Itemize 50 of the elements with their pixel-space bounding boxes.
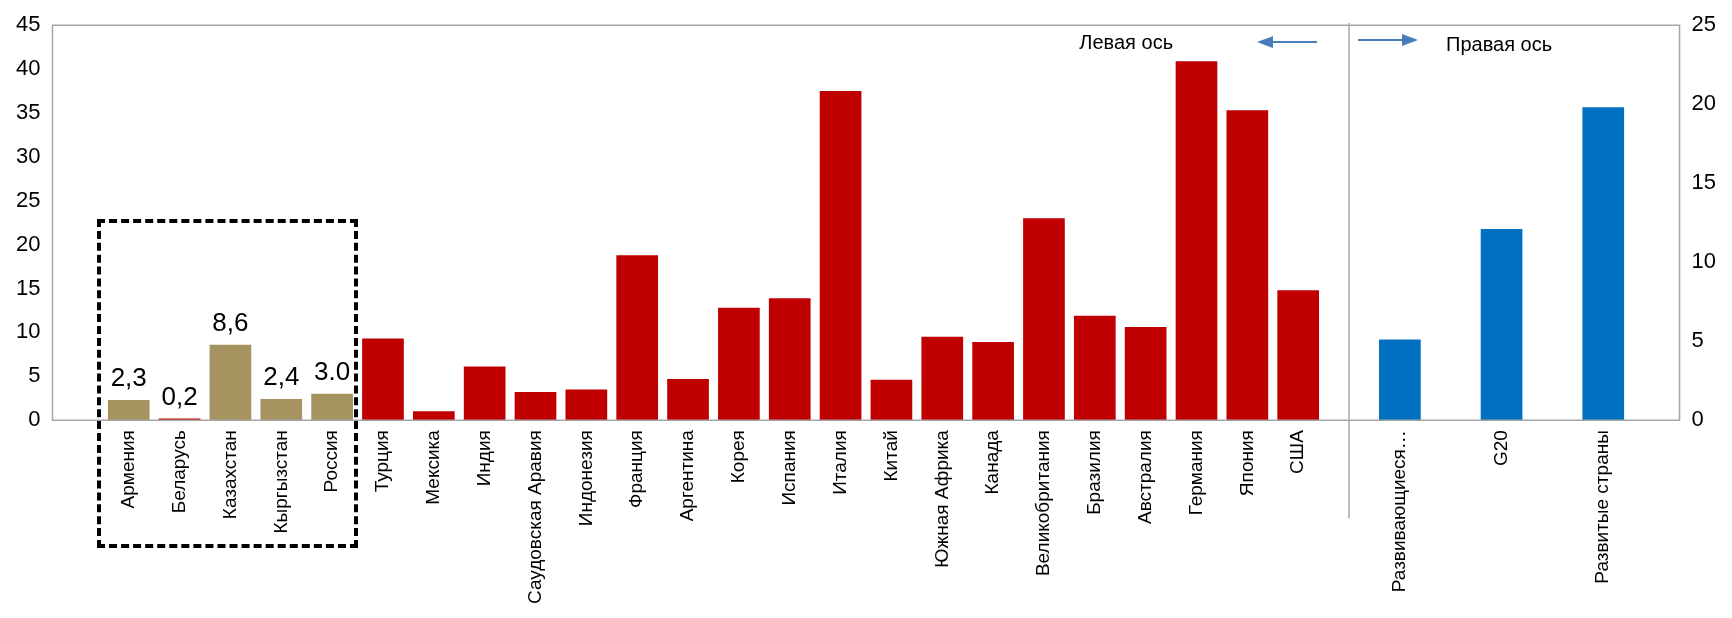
annotation: Левая ось	[1079, 31, 1174, 55]
x-tick-label: Саудовская Аравия	[523, 430, 545, 604]
x-tick-label: Япония	[1235, 430, 1257, 497]
data-label: 2,3	[110, 362, 147, 393]
y-tick-label: 40	[15, 55, 41, 81]
x-tick-label: Бразилия	[1083, 430, 1105, 515]
y2-tick-label: 25	[1691, 11, 1717, 37]
y2-tick-label: 20	[1691, 90, 1717, 116]
x-tick-label: Россия	[320, 430, 342, 493]
x-tick-label: G20	[1489, 430, 1511, 467]
x-tick-label: Беларусь	[167, 430, 189, 514]
x-tick-label: Турция	[371, 430, 393, 493]
x-tick-label: Индонезия	[574, 430, 596, 527]
y2-tick-label: 10	[1691, 248, 1717, 274]
x-tick-label: Австралия	[1133, 430, 1155, 525]
data-label: 8,6	[212, 306, 249, 337]
y2-tick-label: 15	[1691, 169, 1717, 195]
x-tick-label: Казахстан	[218, 430, 240, 520]
y-tick-label: 15	[15, 274, 41, 300]
x-tick-label: Франция	[625, 430, 647, 508]
x-tick-label: Армения	[116, 430, 138, 509]
data-label: 0,2	[161, 380, 198, 411]
data-label: 3.0	[314, 355, 351, 386]
y-tick-label: 5	[28, 362, 41, 388]
y-tick-label: 0	[28, 406, 41, 432]
x-tick-label: Индия	[472, 430, 494, 487]
x-tick-label: Корея	[727, 430, 749, 484]
x-tick-label: Аргентина	[676, 429, 698, 522]
x-tick-label: США	[1286, 429, 1308, 474]
annotation: Правая ось	[1446, 33, 1553, 57]
x-tick-label: Кыргызстан	[269, 430, 291, 534]
x-tick-label: Развитые страны	[1591, 430, 1613, 584]
x-tick-label: Германия	[1184, 430, 1206, 516]
x-tick-label: Испания	[777, 430, 799, 506]
y2-tick-label: 0	[1691, 406, 1704, 432]
x-tick-label: Великобритания	[1032, 430, 1054, 577]
y-tick-label: 10	[15, 318, 41, 344]
y-tick-label: 35	[15, 99, 41, 125]
data-label: 2,4	[263, 361, 300, 392]
x-tick-label: Китай	[879, 430, 901, 482]
y-tick-label: 20	[15, 230, 41, 256]
x-tick-label: Мексика	[422, 429, 444, 505]
x-tick-label: Италия	[828, 430, 850, 495]
y2-tick-label: 5	[1691, 327, 1704, 353]
x-tick-label: Южная Африка	[930, 429, 952, 568]
x-tick-label: Развивающиеся…	[1388, 430, 1410, 593]
y-tick-label: 25	[15, 186, 41, 212]
y-tick-label: 30	[15, 142, 41, 168]
y-tick-label: 45	[15, 11, 41, 37]
x-tick-label: Канада	[981, 429, 1003, 495]
